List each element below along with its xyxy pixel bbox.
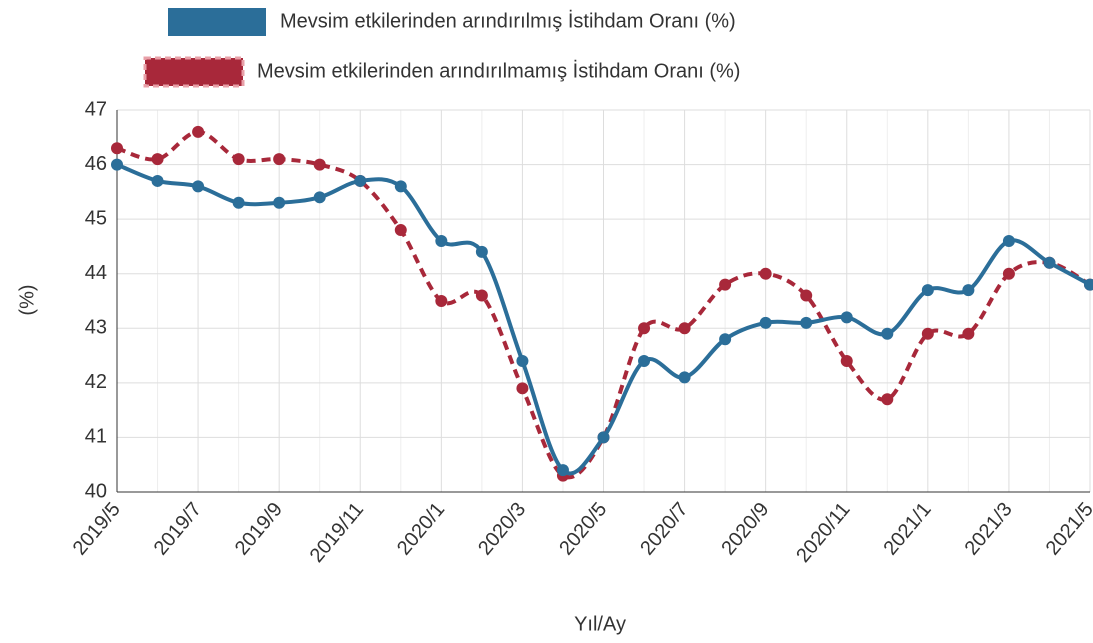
- point: [881, 393, 894, 406]
- point: [516, 355, 529, 368]
- x-tick-label: 2020/7: [636, 498, 692, 559]
- point: [232, 153, 245, 166]
- y-tick-label: 42: [85, 371, 107, 393]
- legend-label: Mevsim etkilerinden arındırılmış İstihda…: [280, 9, 736, 32]
- point: [840, 311, 853, 324]
- x-tick-label: 2020/11: [792, 498, 854, 566]
- line: [116, 129, 1092, 480]
- point: [273, 196, 286, 209]
- x-tick-label: 2021/3: [961, 498, 1017, 559]
- x-tick-label: 2020/9: [717, 498, 773, 559]
- point: [1084, 278, 1093, 291]
- point: [800, 289, 813, 302]
- x-tick-label: 2019/9: [231, 498, 287, 559]
- y-axis-label: (%): [16, 284, 38, 315]
- point: [516, 382, 529, 395]
- point: [597, 431, 610, 444]
- x-tick-label: 2019/11: [306, 498, 368, 566]
- point: [475, 245, 488, 258]
- point: [962, 327, 975, 340]
- y-tick-label: 41: [85, 426, 107, 448]
- x-tick-label: 2021/5: [1042, 498, 1093, 559]
- point: [678, 322, 691, 335]
- point: [435, 234, 448, 247]
- point: [921, 327, 934, 340]
- x-tick-label: 2020/5: [555, 498, 611, 559]
- y-tick-label: 45: [85, 207, 107, 229]
- y-tick-label: 47: [85, 98, 107, 120]
- point: [759, 316, 772, 329]
- point: [111, 142, 123, 155]
- y-tick-label: 43: [85, 317, 107, 339]
- point: [921, 284, 934, 297]
- point: [638, 322, 651, 335]
- x-tick-label: 2019/5: [69, 498, 125, 559]
- point: [1043, 256, 1056, 269]
- point: [638, 355, 651, 368]
- x-tick-label: 2019/7: [150, 498, 206, 559]
- y-tick-label: 40: [85, 480, 107, 502]
- point: [962, 284, 975, 297]
- point: [192, 180, 205, 193]
- point: [313, 158, 326, 171]
- point: [556, 464, 569, 477]
- point: [394, 224, 407, 237]
- legend-swatch: [143, 56, 245, 88]
- point: [111, 158, 123, 171]
- point: [759, 267, 772, 280]
- point: [435, 295, 448, 307]
- x-tick-label: 2021/1: [880, 498, 936, 559]
- legend-label: Mevsim etkilerinden arındırılmamış İstih…: [257, 59, 740, 82]
- point: [475, 289, 488, 302]
- point: [151, 153, 164, 166]
- point: [800, 316, 813, 329]
- point: [1002, 267, 1015, 280]
- point: [273, 153, 286, 166]
- x-axis-label: Yıl/Ay: [574, 613, 626, 635]
- point: [354, 174, 367, 187]
- point: [192, 125, 205, 138]
- x-tick-label: 2020/1: [393, 498, 449, 559]
- point: [1002, 234, 1015, 247]
- point: [719, 278, 732, 291]
- y-tick-label: 46: [85, 153, 107, 175]
- point: [151, 174, 164, 187]
- point: [840, 355, 853, 368]
- point: [232, 196, 245, 209]
- point: [313, 191, 326, 204]
- point: [678, 371, 691, 384]
- point: [719, 333, 732, 346]
- y-tick-label: 44: [85, 262, 107, 284]
- point: [394, 180, 407, 193]
- x-tick-label: 2020/3: [474, 498, 530, 559]
- legend-swatch: [168, 8, 266, 36]
- point: [881, 327, 894, 340]
